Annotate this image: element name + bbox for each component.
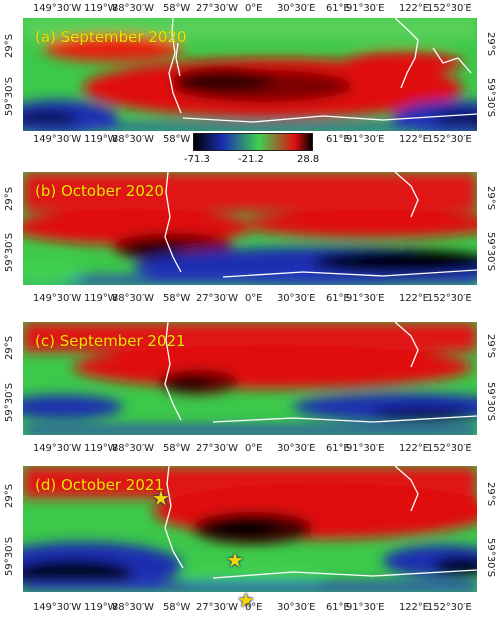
lon-tick: 149°30′W [33, 443, 82, 454]
lon-tick: 122°E [399, 443, 429, 454]
map-d-field [23, 466, 477, 592]
lon-tick: 27°30′W [196, 602, 238, 613]
lon-tick: 149°30′W [33, 3, 82, 14]
lon-tick: 61°E [326, 443, 350, 454]
lon-tick: 149°30′W [33, 602, 82, 613]
lon-tick: 152°30′E [427, 602, 472, 613]
lon-tick: 152°30′E [427, 3, 472, 14]
panel-b-label: (b) October 2020 [35, 182, 164, 200]
lon-tick: 122°E [399, 293, 429, 304]
left-lat-tick: 29°S [4, 186, 15, 211]
lon-tick: 152°30′E [427, 134, 472, 145]
star-icon: ★ [226, 548, 244, 572]
lon-tick: 58°W [163, 134, 191, 145]
colorbar-tick-max: 28.8 [297, 154, 320, 165]
lon-tick: 58°W [163, 293, 191, 304]
top-lon-axis: 149°30′W 119°W 88°30′W 58°W 27°30′W 0°E … [0, 3, 500, 17]
lon-tick: 152°30′E [427, 443, 472, 454]
lon-tick: 119°W [84, 293, 118, 304]
right-lat-tick: 59°30′S [485, 78, 496, 118]
map-panel-a: (a) September 2020 [23, 18, 477, 131]
colorbar-tick-mid: -21.2 [238, 154, 264, 165]
lon-tick: 119°W [84, 443, 118, 454]
left-lat-tick: 59°30′S [4, 232, 15, 272]
left-lat-tick: 59°30′S [4, 76, 15, 116]
lon-tick: 58°W [163, 443, 191, 454]
map-a-field [23, 18, 477, 131]
lon-tick: 122°E [399, 3, 429, 14]
lon-tick: 58°W [163, 3, 191, 14]
panel-d-label: (d) October 2021 [35, 476, 164, 494]
colorbar-gradient [193, 133, 313, 151]
panel-c-label: (c) September 2021 [35, 332, 186, 350]
lon-tick: 0°E [245, 3, 263, 14]
left-lat-tick: 29°S [4, 335, 15, 360]
map-panel-d: (d) October 2021 [23, 466, 477, 592]
lon-tick: 149°30′W [33, 293, 82, 304]
lon-tick: 0°E [245, 602, 263, 613]
right-lat-tick: 29°S [485, 186, 496, 211]
lon-tick: 0°E [245, 293, 263, 304]
lon-tick: 91°30′E [346, 134, 385, 145]
lon-tick: 30°30′E [277, 443, 316, 454]
lon-tick: 27°30′W [196, 443, 238, 454]
map-c-field [23, 322, 477, 435]
lon-tick: 61°E [326, 293, 350, 304]
lon-tick: 119°W [84, 3, 118, 14]
right-lat-tick: 59°30′S [485, 382, 496, 422]
lon-tick: 91°30′E [346, 443, 385, 454]
lon-tick: 88°30′W [112, 293, 154, 304]
left-lat-tick: 59°30′S [4, 536, 15, 576]
lon-tick: 91°30′E [346, 3, 385, 14]
right-lat-tick: 29°S [485, 482, 496, 507]
panel-a-label: (a) September 2020 [35, 28, 187, 46]
lon-tick: 0°E [245, 443, 263, 454]
lon-tick: 61°E [326, 3, 350, 14]
lon-tick: 88°30′W [112, 602, 154, 613]
lon-tick: 30°30′E [277, 3, 316, 14]
panel-b-bottom-lon-axis: 149°30′W 119°W 88°30′W 58°W 27°30′W 0°E … [0, 293, 500, 307]
lon-tick: 88°30′W [112, 134, 154, 145]
lon-tick: 61°E [326, 134, 350, 145]
lon-tick: 122°E [399, 602, 429, 613]
lon-tick: 27°30′W [196, 3, 238, 14]
lon-tick: 58°W [163, 602, 191, 613]
star-icon: ★ [152, 486, 170, 510]
lon-tick: 88°30′W [112, 443, 154, 454]
lon-tick: 30°30′E [277, 602, 316, 613]
bottom-lon-axis: 149°30′W 119°W 88°30′W 58°W 27°30′W 0°E … [0, 602, 500, 616]
lon-tick: 119°W [84, 602, 118, 613]
right-lat-tick: 29°S [485, 32, 496, 57]
panel-a-bottom-lon-axis: 149°30′W 119°W 88°30′W 58°W 61°E 91°30′E… [0, 134, 500, 148]
lon-tick: 61°E [326, 602, 350, 613]
left-lat-tick: 29°S [4, 33, 15, 58]
lon-tick: 119°W [84, 134, 118, 145]
left-lat-tick: 59°30′S [4, 382, 15, 422]
lon-tick: 149°30′W [33, 134, 82, 145]
lon-tick: 91°30′E [346, 602, 385, 613]
map-b-field [23, 172, 477, 285]
lon-tick: 30°30′E [277, 293, 316, 304]
colorbar [193, 133, 313, 151]
right-lat-tick: 59°30′S [485, 538, 496, 578]
lon-tick: 91°30′E [346, 293, 385, 304]
colorbar-tick-min: -71.3 [184, 154, 210, 165]
left-lat-tick: 29°S [4, 483, 15, 508]
right-lat-tick: 29°S [485, 334, 496, 359]
right-lat-tick: 59°30′S [485, 232, 496, 272]
map-panel-c: (c) September 2021 [23, 322, 477, 435]
lon-tick: 152°30′E [427, 293, 472, 304]
lon-tick: 27°30′W [196, 293, 238, 304]
lon-tick: 122°E [399, 134, 429, 145]
panel-c-bottom-lon-axis: 149°30′W 119°W 88°30′W 58°W 27°30′W 0°E … [0, 443, 500, 457]
lon-tick: 88°30′W [112, 3, 154, 14]
star-icon: ★ [237, 588, 255, 612]
map-panel-b: (b) October 2020 [23, 172, 477, 285]
